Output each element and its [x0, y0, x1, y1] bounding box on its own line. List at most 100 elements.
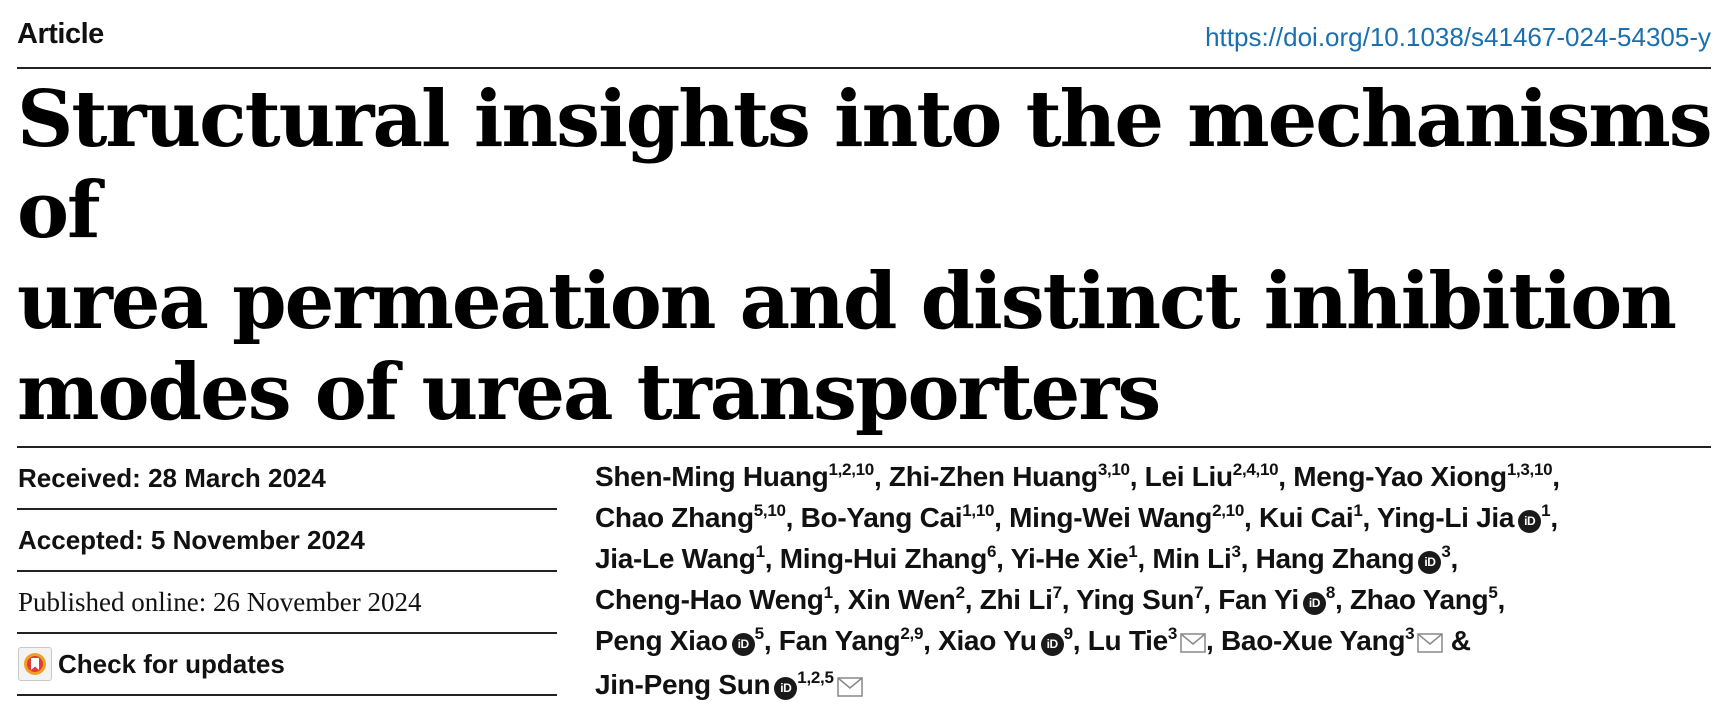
affiliation-marker: 1,10 [962, 501, 995, 520]
affiliation-marker: 3 [1405, 624, 1415, 643]
orcid-icon[interactable]: iD [1418, 551, 1442, 574]
published-date: Published online: 26 November 2024 [17, 572, 557, 634]
affiliation-marker: 7 [1052, 583, 1062, 602]
affiliation-marker: 2,4,10 [1232, 460, 1279, 479]
author-name: Jia-Le Wang [595, 543, 756, 574]
affiliation-marker: 1 [1128, 542, 1138, 561]
author-name: Bo-Yang Cai [800, 502, 963, 533]
author-name: Peng Xiao [595, 625, 728, 656]
orcid-icon[interactable]: iD [774, 677, 798, 700]
author-name: Jin-Peng Sun [595, 669, 771, 700]
affiliation-marker: 2,10 [1212, 501, 1244, 520]
author-separator: , [996, 543, 1011, 574]
orcid-icon[interactable]: iD [731, 633, 755, 656]
check-for-updates-label: Check for updates [58, 648, 285, 679]
affiliation-marker: 1 [755, 542, 765, 561]
author-name: Ming-Hui Zhang [779, 543, 988, 574]
affiliation-marker: 5 [1488, 583, 1498, 602]
metadata-divider [17, 446, 1711, 448]
author-separator: , [923, 625, 939, 656]
article-type-label: Article [17, 18, 104, 50]
author-separator: , [1243, 502, 1259, 533]
author-separator: , [873, 461, 889, 492]
affiliation-marker: 1 [823, 583, 833, 602]
affiliation-marker: 5 [754, 624, 764, 643]
article-header: Article https://doi.org/10.1038/s41467-0… [17, 18, 1711, 58]
author-separator: , [1278, 461, 1294, 492]
doi-link[interactable]: https://doi.org/10.1038/s41467-024-54305… [1205, 22, 1711, 52]
author-name: Zhi Li [979, 584, 1053, 615]
affiliation-marker: 3,10 [1097, 460, 1130, 479]
title-line: Structural insights into the mechanisms … [17, 74, 1713, 256]
author-name: Lu Tie [1087, 625, 1168, 656]
affiliation-marker: 1 [1541, 501, 1551, 520]
author-separator: , [764, 543, 780, 574]
author-separator: , [763, 625, 779, 656]
check-for-updates-button[interactable]: Check for updates [17, 634, 557, 696]
affiliation-marker: 9 [1063, 624, 1073, 643]
author-name: Fan Yi [1218, 584, 1299, 615]
top-divider [17, 67, 1711, 69]
author-separator: , [1552, 461, 1560, 492]
author-name: Ying Sun [1076, 584, 1195, 615]
affiliation-marker: 1,2,5 [797, 668, 834, 687]
author-line: Chao Zhang5,10, Bo-Yang Cai1,10, Ming-We… [595, 497, 1705, 538]
author-name: Fan Yang [778, 625, 901, 656]
author-separator: , [1206, 625, 1222, 656]
author-name: Ming-Wei Wang [1009, 502, 1213, 533]
author-name: Cheng-Hao Weng [595, 584, 824, 615]
affiliation-marker: 3 [1441, 542, 1451, 561]
author-line: Jin-Peng Sun iD1,2,5 [595, 664, 1705, 708]
affiliation-marker: 3 [1231, 542, 1241, 561]
affiliation-marker: 8 [1325, 583, 1336, 602]
author-name: Zhi-Zhen Huang [888, 461, 1098, 492]
author-name: Hang Zhang [1255, 543, 1415, 574]
author-separator: , [832, 584, 848, 615]
author-separator: , [1072, 625, 1088, 656]
author-name: Shen-Ming Huang [595, 461, 829, 492]
author-name: Bao-Xue Yang [1221, 625, 1406, 656]
author-separator: , [1061, 584, 1077, 615]
author-name: Xiao Yu [938, 625, 1037, 656]
title-line: urea permeation and distinct inhibition [17, 256, 1677, 347]
mail-icon[interactable] [1180, 623, 1206, 664]
author-name: Lei Liu [1144, 461, 1233, 492]
orcid-icon[interactable]: iD [1040, 633, 1064, 656]
author-separator: , [1203, 584, 1219, 615]
affiliation-marker: 7 [1194, 583, 1204, 602]
mail-icon[interactable] [836, 667, 863, 708]
title-line: modes of urea transporters [17, 347, 1161, 438]
accepted-date: Accepted: 5 November 2024 [17, 510, 557, 572]
author-separator: , [1362, 502, 1377, 533]
author-line: Cheng-Hao Weng1, Xin Wen2, Zhi Li7, Ying… [595, 579, 1705, 620]
author-separator: , [1497, 584, 1506, 615]
author-separator: , [1129, 461, 1145, 492]
author-separator: , [1240, 543, 1256, 574]
article-dates: Received: 28 March 2024 Accepted: 5 Nove… [17, 448, 557, 696]
author-name: Ying-Li Jia [1376, 502, 1515, 533]
author-name: Zhao Yang [1349, 584, 1489, 615]
author-separator: & [1443, 625, 1471, 656]
author-separator: , [1550, 502, 1558, 533]
orcid-icon[interactable]: iD [1518, 510, 1542, 533]
author-separator: , [1335, 584, 1350, 615]
check-for-updates-icon [18, 647, 52, 681]
affiliation-marker: 1,3,10 [1506, 460, 1553, 479]
affiliation-marker: 6 [987, 542, 997, 561]
author-name: Min Li [1152, 543, 1232, 574]
author-line: Jia-Le Wang1, Ming-Hui Zhang6, Yi-He Xie… [595, 538, 1705, 579]
author-separator: , [785, 502, 801, 533]
author-separator: , [964, 584, 980, 615]
author-name: Kui Cai [1258, 502, 1354, 533]
author-line: Shen-Ming Huang1,2,10, Zhi-Zhen Huang3,1… [595, 456, 1705, 497]
author-separator: , [1450, 543, 1459, 574]
author-list: Shen-Ming Huang1,2,10, Zhi-Zhen Huang3,1… [595, 456, 1705, 708]
received-date: Received: 28 March 2024 [17, 448, 557, 510]
mail-icon[interactable] [1417, 623, 1444, 664]
author-line: Peng Xiao iD5, Fan Yang2,9, Xiao Yu iD9, L… [595, 620, 1705, 664]
orcid-icon[interactable]: iD [1302, 592, 1326, 615]
affiliation-marker: 3 [1167, 624, 1178, 643]
author-separator: , [1137, 543, 1153, 574]
affiliation-marker: 1 [1353, 501, 1363, 520]
affiliation-marker: 1,2,10 [828, 460, 874, 479]
